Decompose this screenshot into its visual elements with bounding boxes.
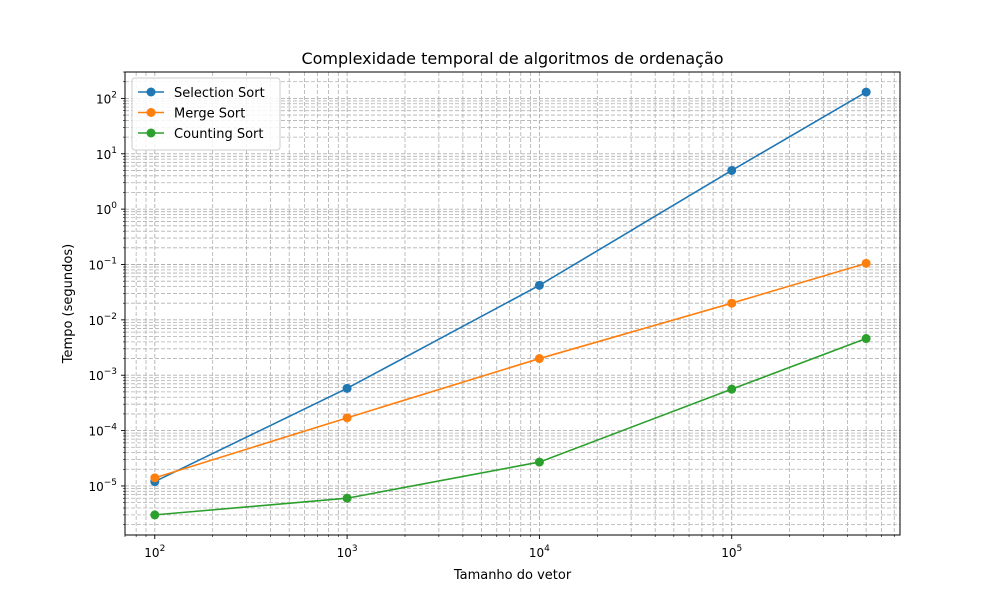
data-point bbox=[534, 457, 544, 467]
legend-box bbox=[131, 77, 281, 151]
legend-marker bbox=[146, 87, 156, 97]
legend-label: Merge Sort bbox=[174, 107, 245, 122]
x-tick-label: 105 bbox=[721, 544, 742, 560]
y-tick-label: 10−1 bbox=[88, 256, 117, 272]
series-layer bbox=[150, 87, 871, 520]
data-point bbox=[150, 473, 160, 483]
y-tick-label: 102 bbox=[96, 90, 117, 106]
y-axis-label: Tempo (segundos) bbox=[61, 244, 76, 364]
data-point bbox=[727, 298, 737, 308]
legend-marker bbox=[146, 128, 156, 138]
series-counting-sort bbox=[150, 334, 871, 520]
y-tick-label: 10−4 bbox=[88, 423, 117, 439]
data-point bbox=[342, 413, 352, 423]
legend-label: Selection Sort bbox=[174, 86, 265, 101]
y-tick-label: 101 bbox=[96, 146, 117, 162]
chart-title: Complexidade temporal de algoritmos de o… bbox=[301, 49, 723, 68]
x-axis-label: Tamanho do vetor bbox=[453, 568, 572, 583]
data-point bbox=[727, 165, 737, 175]
x-tick-label: 102 bbox=[144, 544, 165, 560]
plot-frame bbox=[124, 71, 901, 536]
series-merge-sort bbox=[150, 258, 871, 483]
data-point bbox=[861, 334, 871, 344]
data-point bbox=[861, 258, 871, 268]
legend-marker bbox=[146, 108, 156, 117]
x-tick-label: 103 bbox=[337, 544, 358, 560]
legend: Selection Sort Merge Sort Counting Sort bbox=[131, 77, 281, 151]
legend-item: Counting Sort bbox=[138, 127, 264, 142]
data-point bbox=[150, 510, 160, 520]
data-point bbox=[861, 87, 871, 97]
legend-label: Counting Sort bbox=[174, 127, 264, 142]
legend-item: Selection Sort bbox=[138, 86, 265, 101]
grid bbox=[124, 71, 900, 535]
y-tick-label: 10−5 bbox=[88, 478, 117, 494]
y-tick-label: 100 bbox=[96, 201, 117, 217]
y-tick-label: 10−3 bbox=[88, 367, 117, 383]
legend-item: Merge Sort bbox=[138, 107, 245, 122]
data-point bbox=[342, 383, 352, 393]
y-tick-label: 10−2 bbox=[88, 312, 117, 328]
ticks: 102 103 104 105 10−5 10−4 10−3 10−2 10−1 100 101 10… bbox=[88, 71, 895, 560]
data-point bbox=[534, 280, 544, 290]
data-point bbox=[342, 493, 352, 503]
data-point bbox=[534, 354, 544, 364]
x-tick-label: 104 bbox=[529, 544, 550, 560]
data-point bbox=[727, 384, 737, 394]
